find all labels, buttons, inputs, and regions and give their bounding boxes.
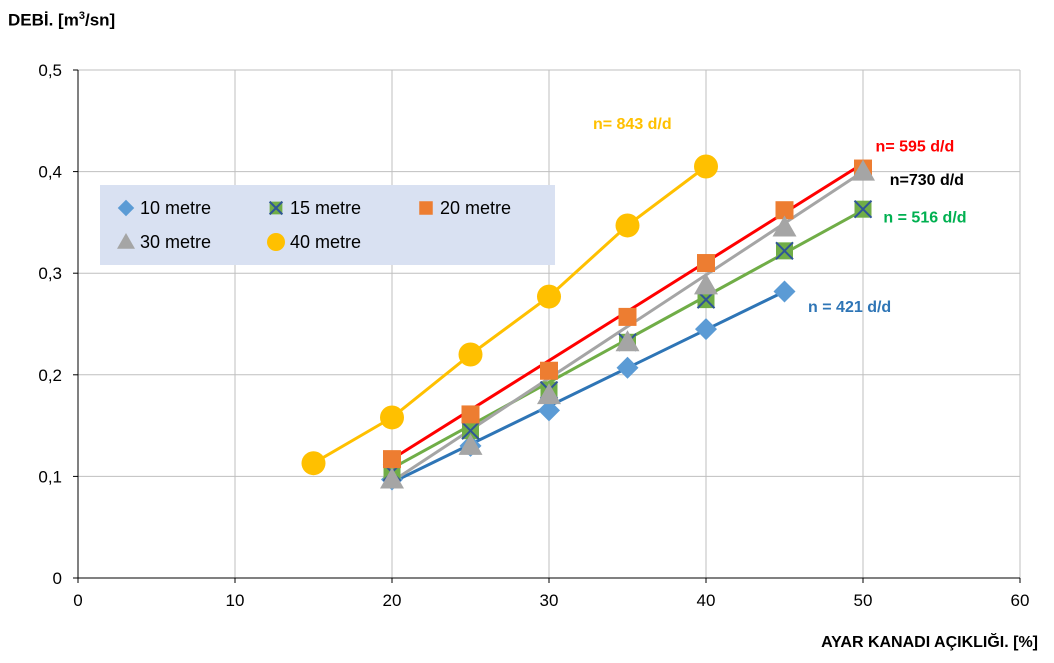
x-tick-label: 50 bbox=[854, 591, 873, 610]
point-20-metre bbox=[540, 361, 558, 380]
legend-label: 40 metre bbox=[290, 232, 361, 252]
point-15-metre bbox=[461, 421, 480, 440]
point-30-metre bbox=[615, 330, 640, 352]
legend-box bbox=[100, 185, 555, 265]
point-15-metre bbox=[775, 241, 794, 261]
point-30-metre bbox=[458, 433, 483, 455]
legend-entry-20-metre: 20 metre bbox=[419, 198, 511, 218]
annotation-30-metre: n=730 d/d bbox=[890, 172, 964, 189]
y-axis-title-tail: /sn] bbox=[84, 10, 116, 30]
point-40-metre bbox=[380, 405, 404, 430]
point-10-metre bbox=[695, 318, 717, 341]
annotation-10-metre: n = 421 d/d bbox=[808, 299, 891, 316]
annotation-20-metre: n= 595 d/d bbox=[876, 138, 955, 155]
axes bbox=[73, 69, 1021, 583]
point-40-metre bbox=[458, 342, 483, 367]
point-15-metre bbox=[853, 199, 873, 219]
legend-label: 15 metre bbox=[290, 198, 361, 218]
legend-label: 10 metre bbox=[140, 198, 211, 218]
annotation-40-metre: n= 843 d/d bbox=[593, 116, 672, 133]
point-30-metre bbox=[772, 215, 797, 237]
legend-entry-15-metre: 15 metre bbox=[268, 198, 361, 218]
y-axis-title: DEBİ. [m3/sn] bbox=[8, 10, 115, 31]
y-tick-label: 0,2 bbox=[38, 366, 62, 385]
legend-entry-30-metre: 30 metre bbox=[117, 232, 211, 252]
legend-marker bbox=[267, 233, 285, 251]
point-10-metre bbox=[616, 356, 639, 379]
data-points bbox=[301, 154, 875, 491]
point-40-metre bbox=[301, 451, 326, 476]
annotations: n = 421 d/d n = 516 d/d n= 595 d/d n=730 d/… bbox=[593, 116, 967, 316]
legend-entry-40-metre: 40 metre bbox=[267, 232, 361, 252]
annotation-15-metre: n = 516 d/d bbox=[883, 209, 966, 226]
point-40-metre bbox=[537, 284, 561, 309]
x-tick-label: 20 bbox=[383, 591, 402, 610]
legend: 10 metre 15 metre 20 metre 30 metre 40 metre bbox=[100, 185, 555, 265]
legend-label: 20 metre bbox=[440, 198, 511, 218]
x-tick-label: 60 bbox=[1011, 591, 1030, 610]
y-axis-title-superscript: 3 bbox=[78, 10, 85, 22]
point-30-metre bbox=[694, 273, 718, 295]
legend-marker bbox=[117, 233, 135, 249]
legend-entry-10-metre: 10 metre bbox=[117, 198, 211, 218]
point-20-metre bbox=[618, 307, 637, 326]
legend-marker bbox=[268, 200, 284, 216]
y-tick-label: 0,4 bbox=[38, 163, 62, 182]
point-30-metre bbox=[380, 467, 404, 489]
legend-marker bbox=[117, 199, 135, 217]
x-tick-label: 30 bbox=[540, 591, 559, 610]
y-tick-label: 0 bbox=[53, 569, 62, 588]
y-tick-label: 0,5 bbox=[38, 61, 62, 80]
point-10-metre bbox=[538, 399, 560, 422]
fit-line-40-metre bbox=[312, 165, 707, 465]
y-tick-label: 0,3 bbox=[38, 264, 62, 283]
point-20-metre bbox=[775, 201, 794, 220]
point-20-metre bbox=[697, 254, 715, 273]
point-20-metre bbox=[461, 405, 480, 424]
x-tick-label: 0 bbox=[73, 591, 82, 610]
point-40-metre bbox=[694, 154, 718, 179]
x-axis-title: AYAR KANADI AÇIKLIĞI. [%] bbox=[821, 634, 1038, 651]
x-tick-label: 40 bbox=[697, 591, 716, 610]
point-40-metre bbox=[615, 213, 640, 238]
point-30-metre bbox=[537, 383, 561, 405]
point-20-metre bbox=[383, 450, 401, 469]
tick-labels: 0 10 20 30 40 50 60 0 0,1 0,2 0,3 0,4 0,5 bbox=[38, 61, 1029, 610]
y-tick-label: 0,1 bbox=[38, 467, 62, 486]
legend-marker bbox=[419, 201, 433, 215]
legend-label: 30 metre bbox=[140, 232, 211, 252]
x-tick-label: 10 bbox=[226, 591, 245, 610]
point-10-metre bbox=[773, 280, 796, 303]
y-axis-title-main: DEBİ. [m bbox=[8, 10, 79, 30]
point-30-metre bbox=[851, 159, 875, 181]
fit-line-10-metre bbox=[391, 290, 786, 484]
